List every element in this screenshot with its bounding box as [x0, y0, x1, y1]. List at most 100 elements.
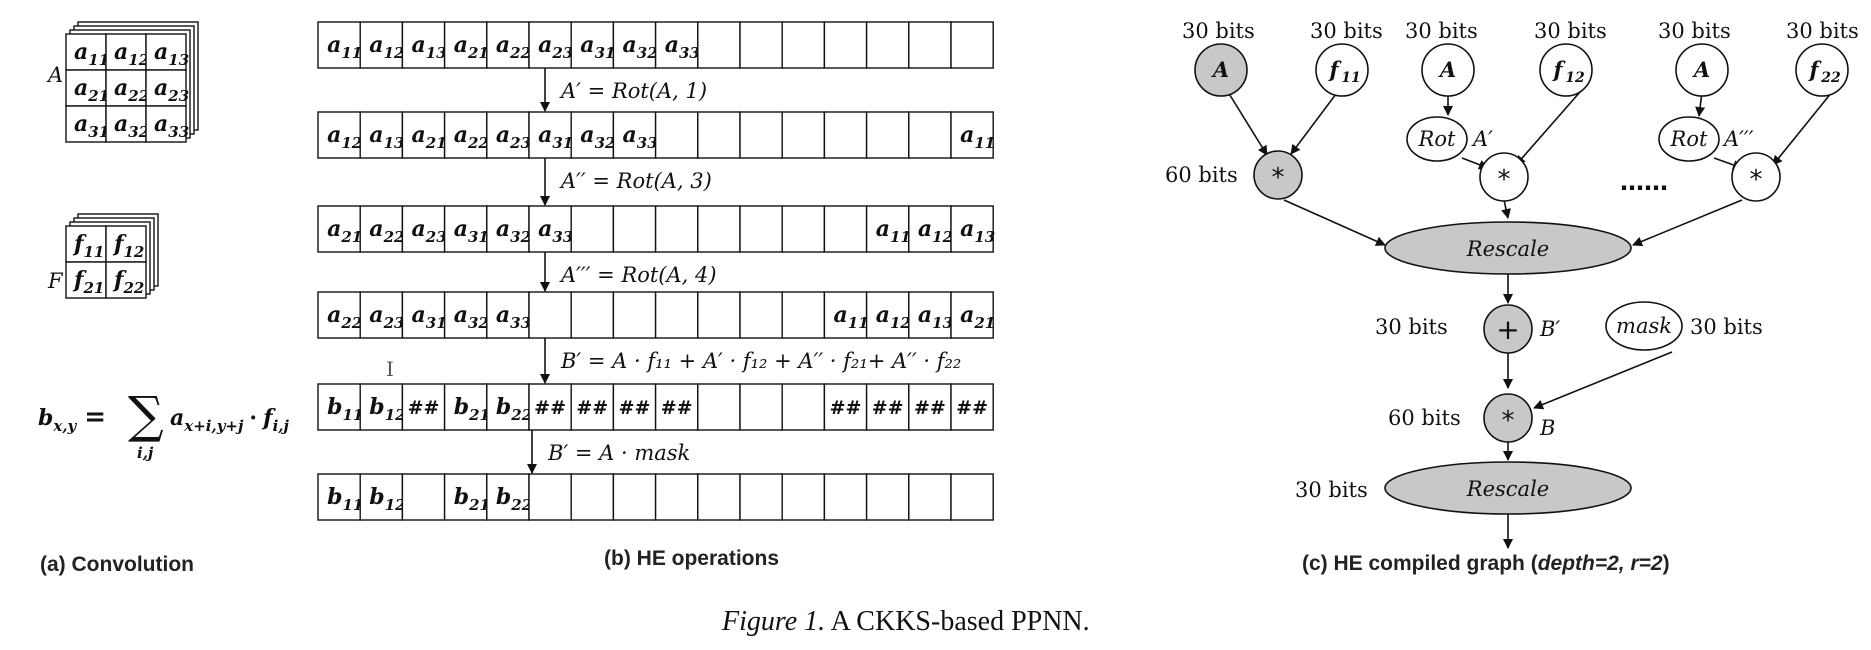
matrix-f-cell: f21: [65, 261, 107, 299]
slot-value: a23: [369, 302, 404, 332]
slot-cell: [654, 473, 699, 521]
slot-cell: ##: [865, 383, 910, 431]
slot-cell: [612, 473, 657, 521]
slot-value: ##: [661, 397, 693, 419]
slot-value: ##: [872, 397, 904, 419]
slot-cell: [697, 473, 741, 521]
svg-text:Rot: Rot: [1418, 127, 1456, 151]
op-label: B′ = A · f₁₁ + A′ · f₁₂ + A′′ · f₂₁+ A′′…: [560, 349, 961, 373]
op-label: A′′ = Rot(A, 3): [559, 169, 712, 193]
slot-value: a33: [623, 122, 658, 152]
slot-value: f22: [112, 267, 144, 297]
formula-sum: ∑: [128, 386, 164, 444]
slot-value: f21: [72, 267, 104, 297]
slot-cell: a21: [950, 291, 995, 339]
slot-row: a12 a13 a21 a22 a23 a31 a32 a33 a11: [317, 111, 995, 159]
slot-cell: [823, 21, 868, 69]
matrix-f-cell: f11: [65, 225, 107, 263]
slot-row: a22 a23 a31 a32 a33 a11 a12 a13 a21: [317, 291, 995, 339]
slot-cell: [739, 383, 783, 431]
slot-cell: ##: [570, 383, 615, 431]
op-label: A′′′ = Rot(A, 4): [559, 263, 717, 287]
slot-cell: [781, 383, 826, 431]
slot-value: a23: [496, 122, 531, 152]
bits-label-mask: 30 bits: [1690, 315, 1763, 339]
op-step: A′′ = Rot(A, 3): [540, 158, 712, 206]
slot-value: a21: [327, 216, 362, 246]
slot-cell: [908, 473, 952, 521]
slot-value: a31: [454, 216, 489, 246]
slot-value: ##: [619, 397, 651, 419]
matrix-a: a11 a12 a13 a21 a22 a23 a31 a32 a33: [65, 21, 199, 143]
svg-text:A: A: [1211, 57, 1229, 82]
slot-cell: [654, 291, 699, 339]
slot-value: a33: [538, 216, 573, 246]
slot-value: a13: [960, 216, 995, 246]
slot-value: a12: [327, 122, 362, 152]
slot-cell: a33: [612, 111, 658, 159]
slot-value: a21: [412, 122, 447, 152]
slot-cell: a13: [401, 21, 447, 69]
figure-caption: Figure 1. A CKKS-based PPNN.: [721, 606, 1090, 637]
slot-value: a31: [580, 32, 615, 62]
matrix-a-cell: a22: [105, 69, 149, 107]
slot-value: a32: [623, 32, 658, 62]
slot-value: a23: [154, 75, 189, 105]
slot-cell: [739, 291, 783, 339]
graph-edges: [1227, 91, 1833, 549]
svg-text:Rot: Rot: [1670, 127, 1708, 151]
slot-value: a22: [369, 216, 404, 246]
bits-label-mul1: 60 bits: [1165, 163, 1238, 187]
slot-cell: [739, 473, 783, 521]
ellipsis: ……: [1620, 168, 1668, 196]
slot-cell: a13: [359, 111, 404, 159]
slot-cell: [781, 473, 826, 521]
slot-cell: [401, 473, 446, 521]
slot-cell: [781, 291, 826, 339]
slot-row: b11 b12 ## b21 b22 ## ## ## ## ## ## ## ##: [317, 383, 994, 431]
slot-value: a13: [918, 302, 953, 332]
slot-cell: [739, 111, 783, 159]
slot-cell: [781, 111, 826, 159]
slot-value: a22: [114, 75, 149, 105]
slot-value: a22: [454, 122, 489, 152]
slot-cell: a11: [823, 291, 869, 339]
slot-cell: [823, 473, 868, 521]
slot-cell: b11: [317, 473, 363, 521]
slot-value: a32: [454, 302, 489, 332]
node-add: +: [1483, 304, 1533, 354]
matrix-a-cell: a23: [145, 69, 189, 107]
bits-label-a3: 30 bits: [1658, 19, 1731, 43]
text-cursor-icon: I: [386, 357, 394, 381]
slot-value: ##: [956, 397, 988, 419]
slot-cell: a23: [528, 21, 573, 69]
slot-cell: a11: [317, 21, 362, 69]
slot-value: a11: [876, 216, 911, 246]
node-rot-1: Rot A′: [1406, 116, 1493, 162]
node-f22: f 22: [1795, 43, 1849, 97]
slot-cell: [612, 205, 657, 253]
slot-cell: a12: [359, 21, 404, 69]
node-mul-2: *: [1479, 152, 1529, 202]
svg-text:+: +: [1496, 313, 1519, 346]
slot-cell: [570, 205, 615, 253]
slot-cell: a22: [486, 21, 531, 69]
slot-value: a22: [327, 302, 362, 332]
panel-convolution: A a11 a12 a13 a21 a22 a23 a31 a32 a33 F f11 f12 f2…: [38, 21, 289, 576]
slot-cell: [781, 205, 826, 253]
label-a-triple-prime: A′′′: [1722, 127, 1754, 151]
slot-value: ##: [534, 397, 566, 419]
slot-value: ##: [830, 397, 862, 419]
node-rescale-1: Rescale: [1384, 221, 1632, 275]
bits-label-a2: 30 bits: [1405, 19, 1478, 43]
slot-cell: a12: [865, 291, 911, 339]
bits-label-a1: 30 bits: [1182, 19, 1255, 43]
matrix-a-cell: a11: [65, 33, 109, 71]
slot-row: a21 a22 a23 a31 a32 a33 a11 a12 a13: [317, 205, 995, 253]
bits-label-f11: 30 bits: [1310, 19, 1383, 43]
slot-cell: [697, 383, 741, 431]
matrix-a-cell: a21: [65, 69, 109, 107]
slot-cell: a31: [570, 21, 615, 69]
slot-value: b11: [327, 484, 363, 514]
node-a-2: A: [1421, 43, 1475, 97]
